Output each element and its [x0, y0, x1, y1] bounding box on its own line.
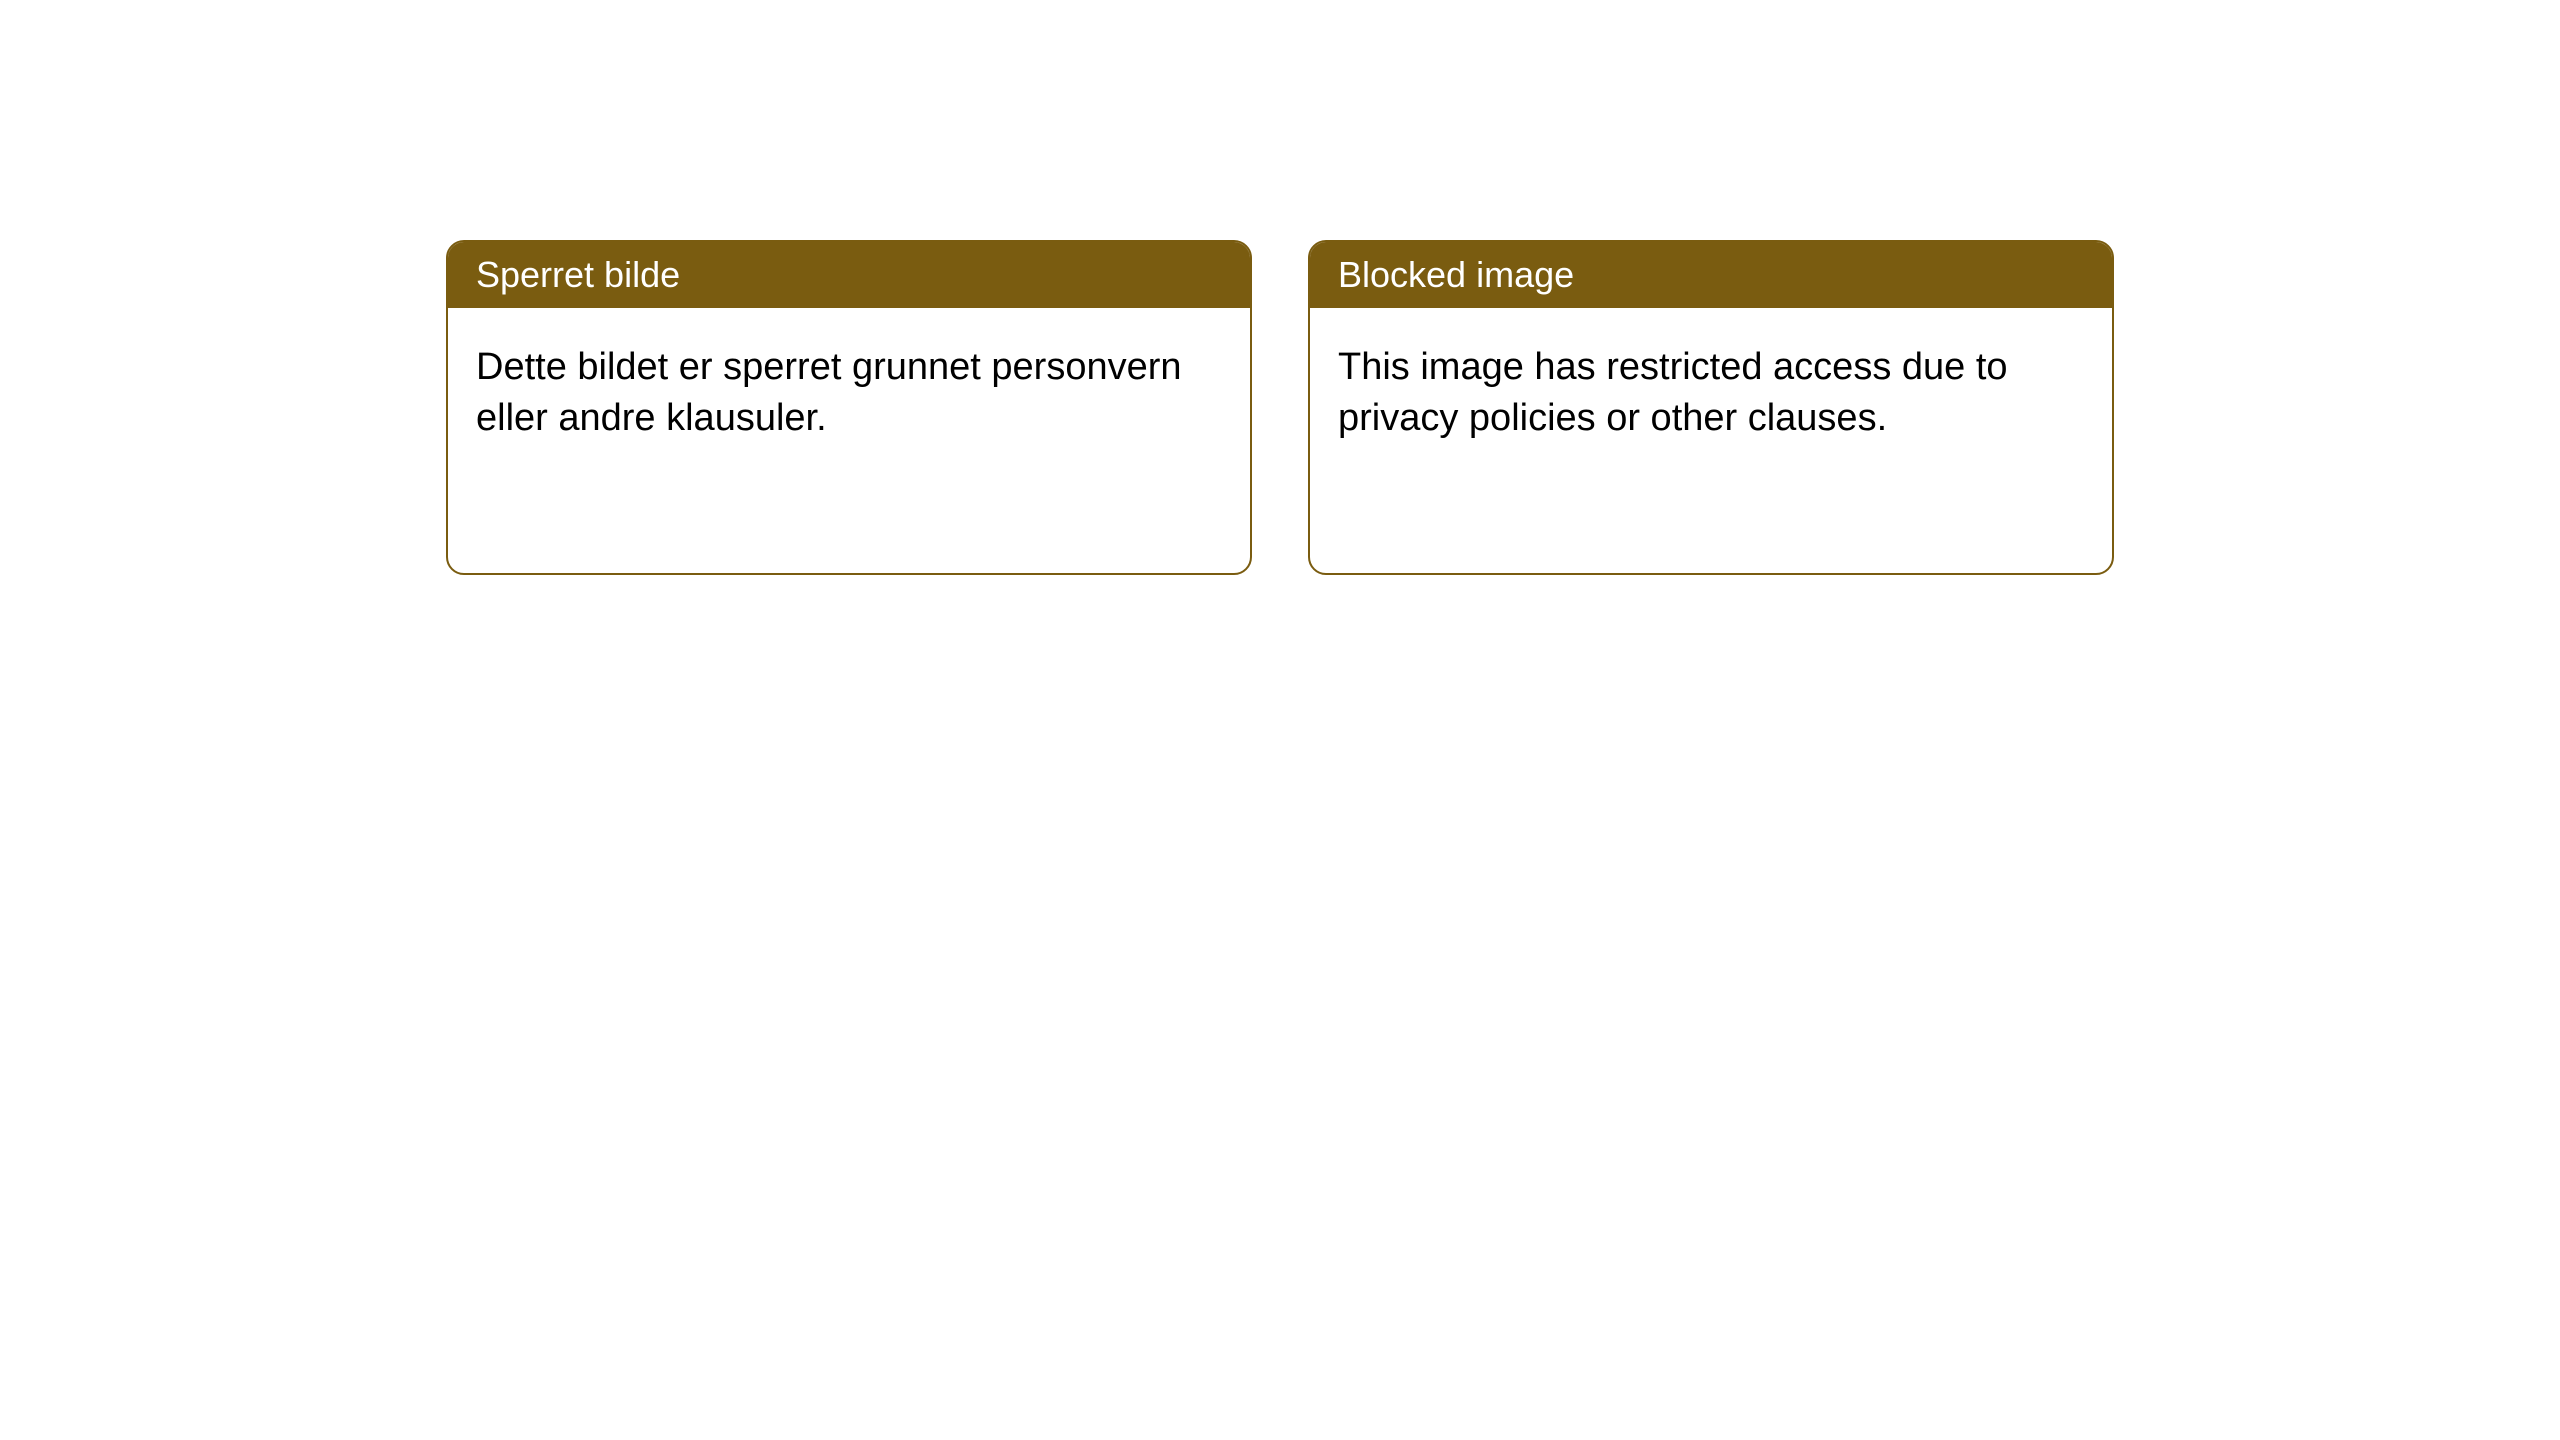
card-body-en: This image has restricted access due to … [1310, 308, 2112, 479]
card-text-en: This image has restricted access due to … [1338, 346, 2008, 439]
card-header-en: Blocked image [1310, 242, 2112, 308]
blocked-image-card-en: Blocked image This image has restricted … [1308, 240, 2114, 575]
blocked-image-card-no: Sperret bilde Dette bildet er sperret gr… [446, 240, 1252, 575]
card-header-no: Sperret bilde [448, 242, 1250, 308]
card-body-no: Dette bildet er sperret grunnet personve… [448, 308, 1250, 479]
card-title-en: Blocked image [1338, 254, 1574, 295]
card-text-no: Dette bildet er sperret grunnet personve… [476, 346, 1182, 439]
notice-container: Sperret bilde Dette bildet er sperret gr… [0, 0, 2560, 575]
card-title-no: Sperret bilde [476, 254, 680, 295]
